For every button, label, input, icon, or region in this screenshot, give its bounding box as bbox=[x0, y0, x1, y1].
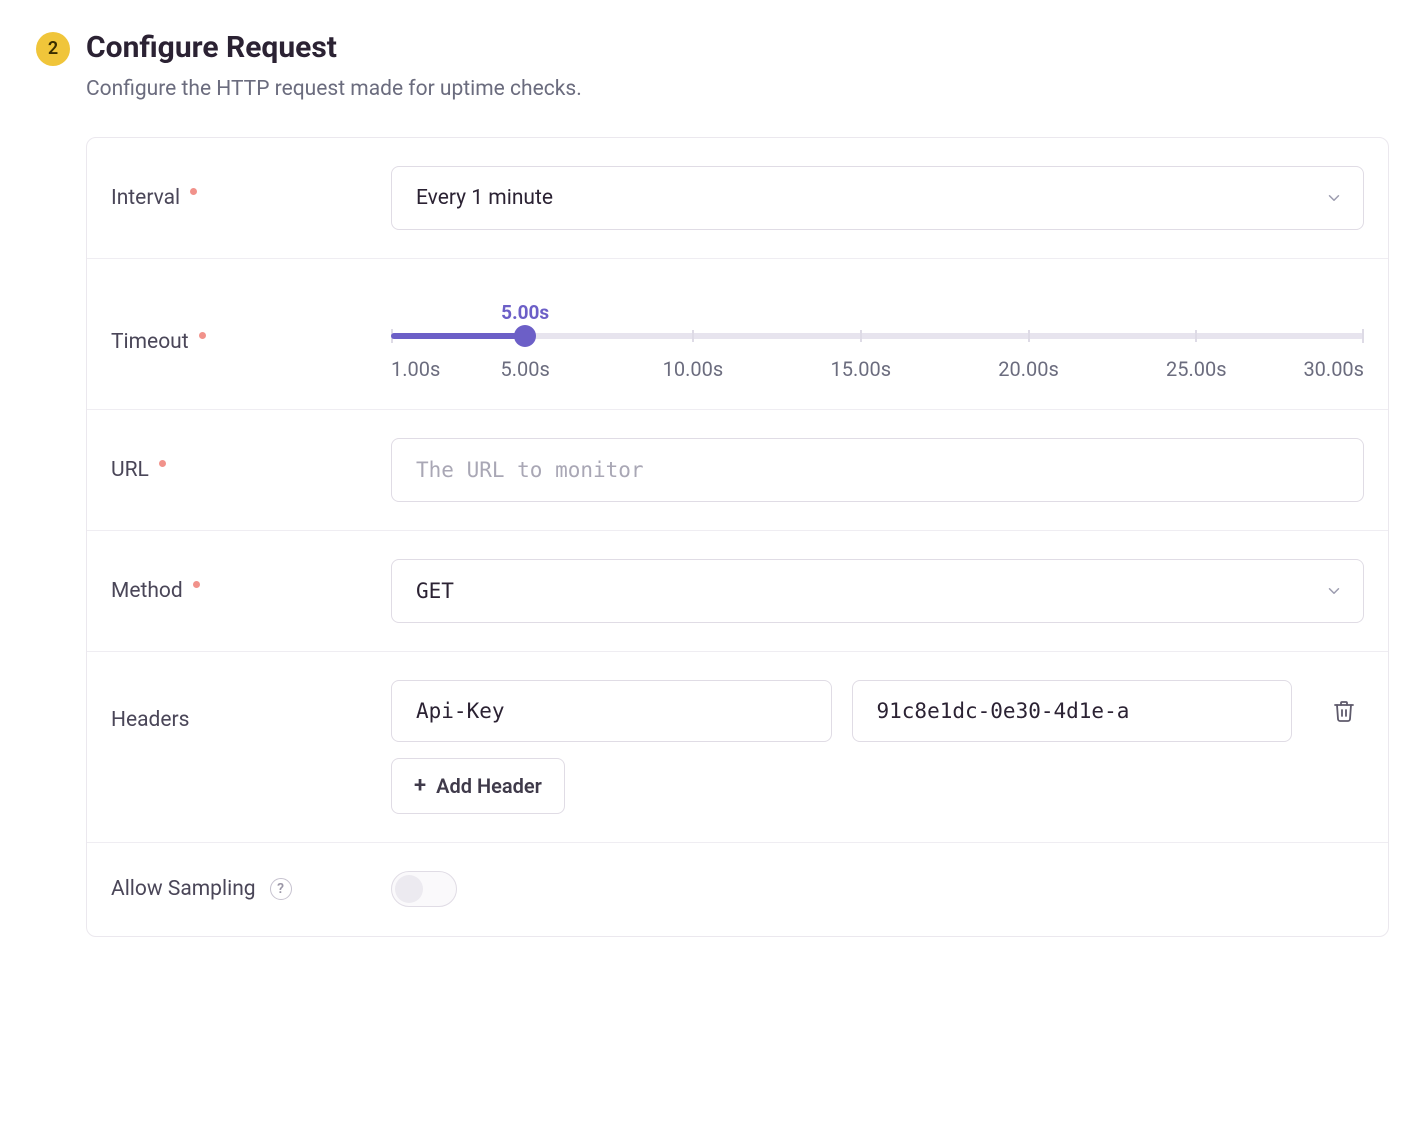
header-value-input[interactable] bbox=[852, 680, 1293, 742]
method-label-text: Method bbox=[111, 579, 183, 603]
section-header: 2 Configure Request bbox=[36, 30, 1389, 69]
slider-tick bbox=[1195, 330, 1197, 342]
headers-label: Headers bbox=[111, 680, 367, 732]
add-header-button[interactable]: + Add Header bbox=[391, 758, 565, 814]
trash-icon bbox=[1332, 699, 1356, 723]
chevron-down-icon bbox=[1325, 189, 1343, 207]
allow-sampling-label-text: Allow Sampling bbox=[111, 877, 256, 901]
slider-thumb[interactable] bbox=[514, 325, 536, 347]
interval-label-text: Interval bbox=[111, 186, 180, 210]
slider-tick-label: 20.00s bbox=[998, 357, 1059, 381]
method-select[interactable]: GET bbox=[391, 559, 1364, 623]
slider-tick-label: 5.00s bbox=[501, 357, 550, 381]
allow-sampling-toggle[interactable] bbox=[391, 871, 457, 907]
slider-tick-labels: 1.00s 5.00s 10.00s 15.00s 20.00s 25.00s 30.00s bbox=[391, 357, 1364, 381]
slider-track bbox=[391, 333, 1364, 339]
interval-label: Interval bbox=[111, 186, 367, 210]
section-subtitle: Configure the HTTP request made for upti… bbox=[86, 77, 1389, 101]
headers-grid: + Add Header bbox=[391, 680, 1364, 814]
section-title: Configure Request bbox=[86, 30, 337, 65]
slider-tick bbox=[692, 330, 694, 342]
timeout-label-text: Timeout bbox=[111, 330, 189, 354]
method-select-value: GET bbox=[416, 579, 454, 603]
slider-tick-label: 25.00s bbox=[1166, 357, 1227, 381]
slider-tick-label: 30.00s bbox=[1303, 357, 1364, 381]
slider-tick-label: 10.00s bbox=[663, 357, 724, 381]
timeout-value-label: 5.00s bbox=[501, 301, 549, 324]
timeout-label: Timeout bbox=[111, 330, 367, 354]
method-row: Method GET bbox=[87, 531, 1388, 652]
help-icon[interactable]: ? bbox=[270, 878, 292, 900]
slider-tick-label: 1.00s bbox=[391, 357, 440, 381]
slider-fill bbox=[391, 333, 525, 339]
required-dot-icon bbox=[159, 460, 166, 467]
timeout-row: Timeout 5.00s 1.00s 5.00s 10.00s 15.00s 20.0… bbox=[87, 259, 1388, 410]
headers-label-text: Headers bbox=[111, 708, 189, 732]
header-key-input[interactable] bbox=[391, 680, 832, 742]
url-label: URL bbox=[111, 458, 367, 482]
toggle-knob bbox=[395, 875, 423, 903]
slider-tick bbox=[860, 330, 862, 342]
url-input[interactable] bbox=[391, 438, 1364, 502]
slider-tick bbox=[1028, 330, 1030, 342]
add-header-label: Add Header bbox=[436, 774, 542, 798]
required-dot-icon bbox=[199, 332, 206, 339]
interval-select[interactable]: Every 1 minute bbox=[391, 166, 1364, 230]
headers-row: Headers bbox=[87, 652, 1388, 843]
plus-icon: + bbox=[414, 775, 426, 797]
step-number-badge: 2 bbox=[36, 32, 70, 66]
slider-tick-label: 15.00s bbox=[830, 357, 891, 381]
configure-request-panel: Interval Every 1 minute Timeout 5.00s bbox=[86, 137, 1389, 937]
required-dot-icon bbox=[193, 581, 200, 588]
header-pair bbox=[391, 680, 1364, 742]
interval-row: Interval Every 1 minute bbox=[87, 138, 1388, 259]
allow-sampling-label: Allow Sampling ? bbox=[111, 877, 367, 901]
url-label-text: URL bbox=[111, 458, 149, 482]
delete-header-button[interactable] bbox=[1324, 691, 1364, 731]
allow-sampling-row: Allow Sampling ? bbox=[87, 843, 1388, 936]
chevron-down-icon bbox=[1325, 582, 1343, 600]
required-dot-icon bbox=[190, 188, 197, 195]
url-row: URL bbox=[87, 410, 1388, 531]
interval-select-value: Every 1 minute bbox=[416, 186, 553, 210]
timeout-slider[interactable]: 5.00s 1.00s 5.00s 10.00s 15.00s 20.00s 25.00s… bbox=[391, 303, 1364, 381]
method-label: Method bbox=[111, 579, 367, 603]
